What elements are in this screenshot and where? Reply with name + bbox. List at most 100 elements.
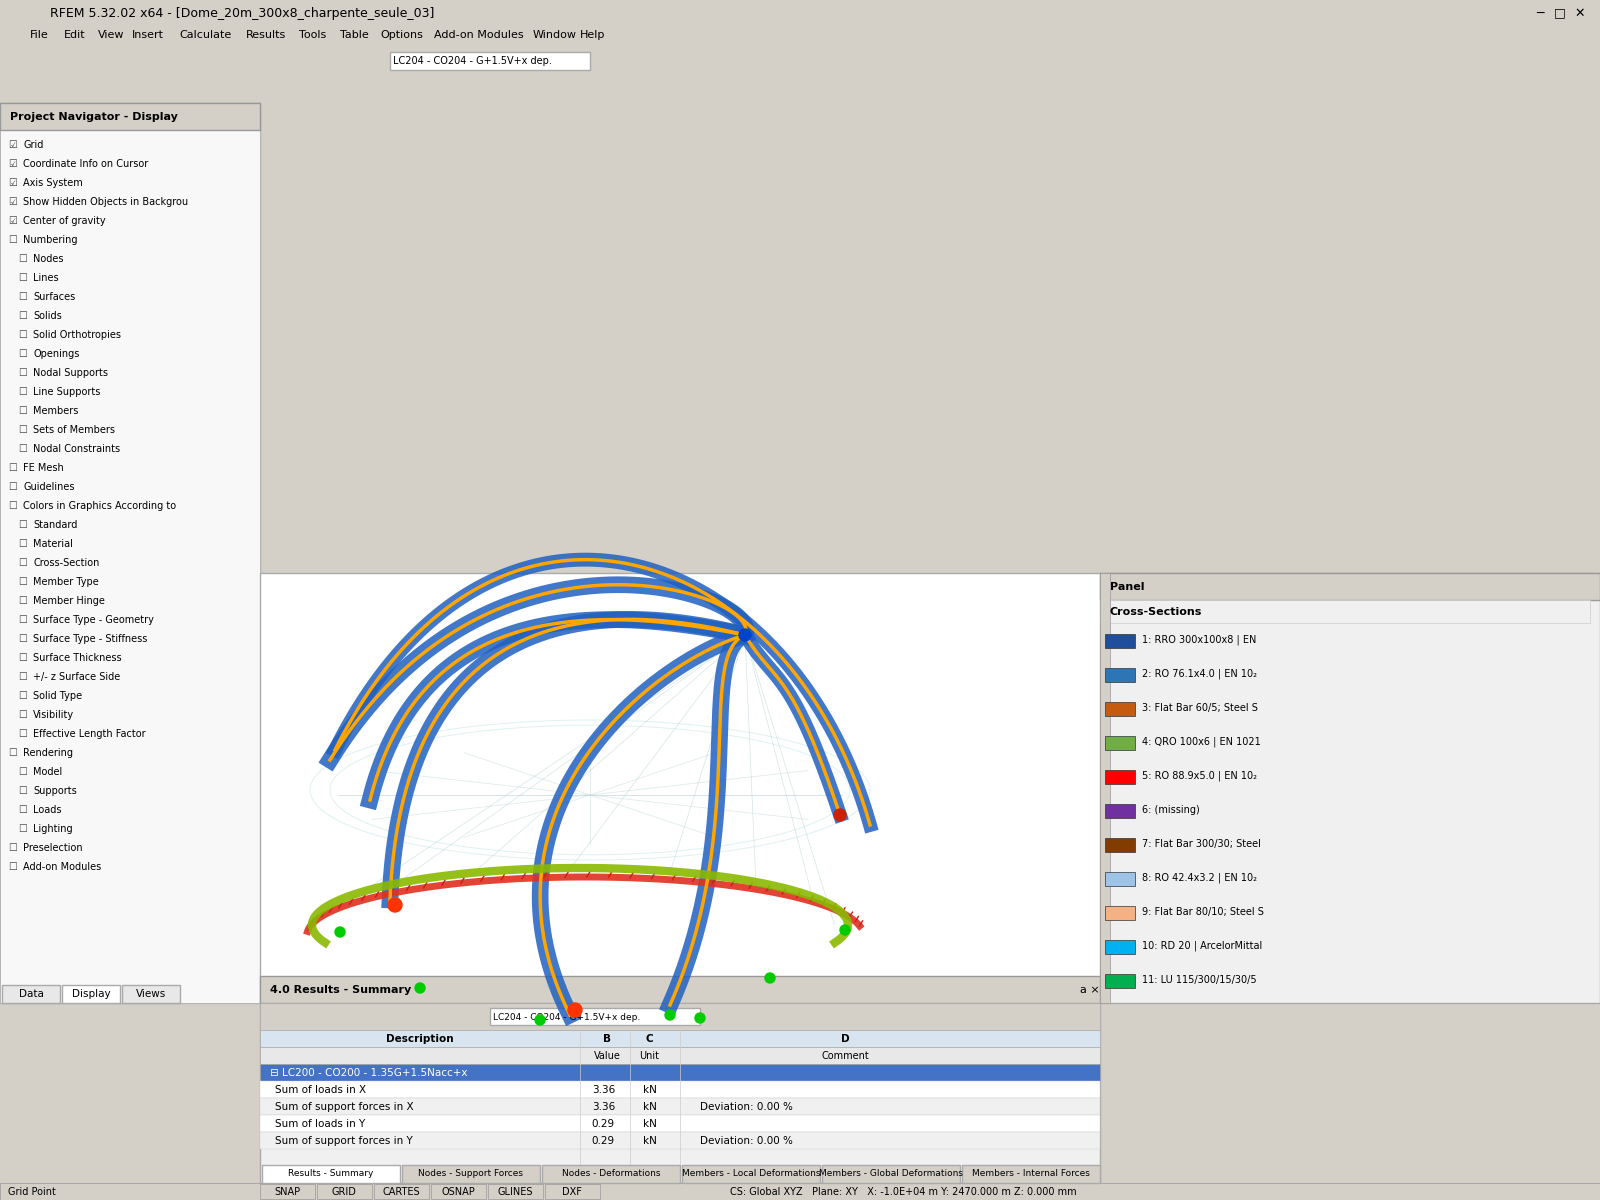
Bar (1106, 634, 1134, 648)
Text: Rendering: Rendering (22, 748, 74, 758)
Bar (822, 1165, 960, 1183)
Bar (1106, 940, 1134, 954)
Bar (1101, 572, 1600, 1003)
Text: Material: Material (34, 539, 74, 550)
Text: DXF: DXF (562, 1187, 582, 1198)
Bar (259, 1046, 1101, 1064)
Text: 0.29: 0.29 (592, 1118, 614, 1129)
Bar (1106, 770, 1134, 784)
Text: SNAP: SNAP (274, 1187, 301, 1198)
Text: Data: Data (19, 989, 43, 998)
Text: Numbering: Numbering (22, 235, 77, 245)
Text: kN: kN (643, 1085, 658, 1094)
Text: Effective Length Factor: Effective Length Factor (34, 728, 146, 739)
Text: Surfaces: Surfaces (34, 292, 75, 302)
Text: Nodes - Deformations: Nodes - Deformations (562, 1170, 661, 1178)
Text: Unit: Unit (638, 1051, 659, 1061)
Bar (542, 1165, 680, 1183)
Text: ✕: ✕ (1574, 6, 1586, 19)
Text: Members - Internal Forces: Members - Internal Forces (973, 1170, 1090, 1178)
Circle shape (334, 926, 346, 937)
Text: File: File (30, 30, 48, 40)
Circle shape (840, 925, 850, 935)
Text: ☑: ☑ (8, 216, 16, 226)
Text: Sets of Members: Sets of Members (34, 425, 115, 434)
Bar (546, 1184, 600, 1199)
Text: Calculate: Calculate (179, 30, 232, 40)
Text: 3.36: 3.36 (592, 1102, 614, 1112)
Text: View: View (98, 30, 125, 40)
Bar (390, 52, 590, 70)
Text: 4.0 Results - Summary: 4.0 Results - Summary (270, 985, 411, 995)
Text: 8: RO 42.4x3.2 | EN 10₂: 8: RO 42.4x3.2 | EN 10₂ (1142, 872, 1258, 883)
Text: Table: Table (339, 30, 368, 40)
Bar (1101, 572, 1110, 1003)
Text: Preselection: Preselection (22, 842, 83, 853)
Text: Nodes - Support Forces: Nodes - Support Forces (419, 1170, 523, 1178)
Text: ☐: ☐ (18, 767, 27, 778)
Bar (1106, 906, 1134, 920)
Bar (430, 1184, 486, 1199)
Text: ☐: ☐ (8, 502, 16, 511)
Text: Deviation: 0.00 %: Deviation: 0.00 % (701, 1102, 794, 1112)
Text: Members - Local Deformations: Members - Local Deformations (682, 1170, 821, 1178)
Text: 10: RD 20 | ArcelorMittal: 10: RD 20 | ArcelorMittal (1142, 941, 1262, 952)
Text: Center of gravity: Center of gravity (22, 216, 106, 226)
Text: Nodal Supports: Nodal Supports (34, 368, 109, 378)
Text: kN: kN (643, 1102, 658, 1112)
Text: Surface Type - Geometry: Surface Type - Geometry (34, 614, 154, 625)
Text: ☐: ☐ (18, 596, 27, 606)
Text: 7: Flat Bar 300/30; Steel: 7: Flat Bar 300/30; Steel (1142, 839, 1261, 850)
Text: ☐: ☐ (18, 786, 27, 796)
Text: Insert: Insert (131, 30, 165, 40)
Text: Display: Display (72, 989, 110, 998)
Text: 0.29: 0.29 (592, 1136, 614, 1146)
Bar (0, 130, 259, 1003)
Text: ☑: ☑ (8, 197, 16, 206)
Text: LC204 - CO204 - G+1.5V+x dep.: LC204 - CO204 - G+1.5V+x dep. (493, 1013, 640, 1021)
Text: Description: Description (386, 1034, 454, 1044)
Text: Sum of support forces in X: Sum of support forces in X (275, 1102, 414, 1112)
Text: ☐: ☐ (18, 272, 27, 283)
Bar (1101, 572, 1600, 600)
Text: Project Navigator - Display: Project Navigator - Display (10, 112, 178, 122)
Text: ☐: ☐ (18, 254, 27, 264)
Text: Nodes: Nodes (34, 254, 64, 264)
Text: ─: ─ (1536, 6, 1544, 19)
Bar (1101, 600, 1590, 623)
Text: Openings: Openings (34, 349, 80, 359)
Bar (490, 1008, 701, 1025)
Text: kN: kN (643, 1136, 658, 1146)
Text: Solid Type: Solid Type (34, 691, 82, 701)
Text: Grid Point: Grid Point (8, 1187, 56, 1198)
Text: Lines: Lines (34, 272, 59, 283)
Text: Surface Type - Stiffness: Surface Type - Stiffness (34, 634, 147, 644)
Text: ☐: ☐ (18, 349, 27, 359)
Circle shape (568, 1003, 582, 1018)
Text: 4: QRO 100x6 | EN 1021: 4: QRO 100x6 | EN 1021 (1142, 737, 1261, 748)
Bar (259, 1081, 1101, 1098)
Text: ☐: ☐ (8, 463, 16, 473)
Text: 3: Flat Bar 60/5; Steel S: 3: Flat Bar 60/5; Steel S (1142, 703, 1258, 713)
Bar (1106, 838, 1134, 852)
Text: Lighting: Lighting (34, 824, 72, 834)
Text: Comment: Comment (821, 1051, 869, 1061)
Text: Standard: Standard (34, 520, 77, 530)
Text: ☐: ☐ (8, 748, 16, 758)
Text: ☐: ☐ (18, 406, 27, 416)
Text: ☐: ☐ (18, 444, 27, 454)
Bar (62, 985, 120, 1003)
Bar (1106, 702, 1134, 716)
Circle shape (765, 973, 774, 983)
Text: ☑: ☑ (8, 178, 16, 188)
Text: Axis System: Axis System (22, 178, 83, 188)
Bar (259, 1098, 1101, 1115)
Text: Nodal Constraints: Nodal Constraints (34, 444, 120, 454)
Text: Tools: Tools (299, 30, 326, 40)
Text: B: B (603, 1034, 611, 1044)
Bar (0, 0, 1600, 25)
Bar (0, 25, 1600, 44)
Text: D: D (840, 1034, 850, 1044)
Text: ☐: ☐ (18, 710, 27, 720)
Text: C: C (645, 1034, 653, 1044)
